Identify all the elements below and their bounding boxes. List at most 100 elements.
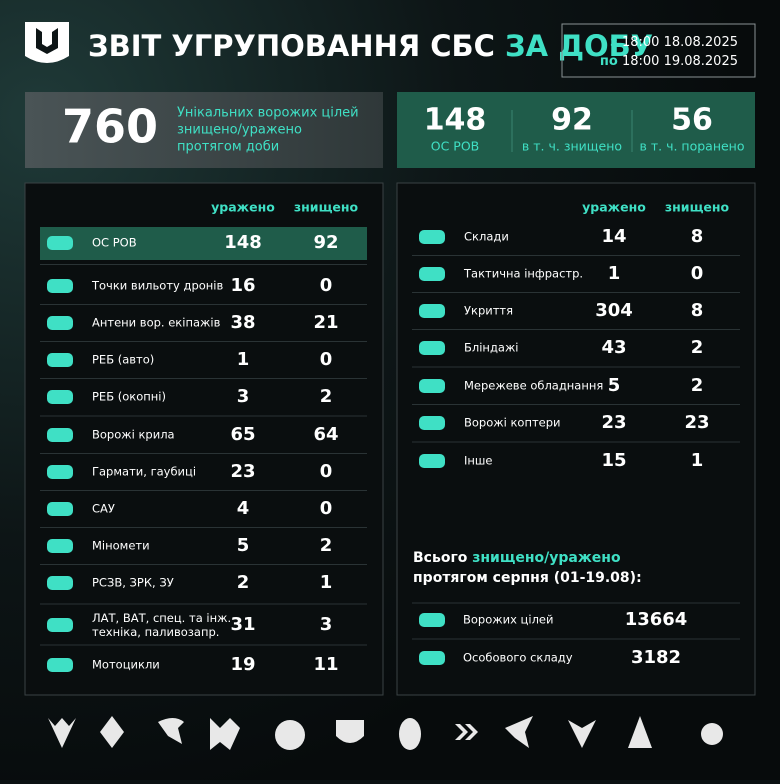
month-value: 13664: [625, 609, 688, 630]
destroyed-value: 21: [313, 312, 338, 333]
personnel-label: ОС РОВ: [431, 139, 480, 154]
hit-value: 31: [230, 614, 255, 635]
row-label: Укриття: [464, 304, 513, 318]
month-label: Ворожих цілей: [463, 613, 553, 627]
unit-logos: [48, 716, 723, 750]
row-icon: [47, 465, 73, 479]
column-header: знищено: [294, 200, 359, 215]
destroyed-value: 2: [691, 337, 704, 358]
row-icon: [47, 502, 73, 516]
hit-value: 2: [237, 572, 250, 593]
personnel-label: в т. ч. поранено: [640, 139, 745, 154]
total-text: знищено/уражено: [177, 123, 302, 138]
row-icon: [419, 341, 445, 355]
row-label: Інше: [464, 454, 493, 468]
row-icon: [47, 576, 73, 590]
month-title: протягом серпня (01-19.08):: [413, 570, 642, 586]
title: ЗВІТ УГРУПОВАННЯ СБС ЗА ДОБУ: [88, 29, 653, 63]
hit-value: 304: [595, 300, 633, 321]
hit-value: 16: [230, 275, 255, 296]
total-text: Унікальних ворожих цілей: [177, 106, 359, 121]
month-label: Особового складу: [463, 651, 573, 665]
destroyed-value: 64: [313, 424, 338, 445]
hit-value: 65: [230, 424, 255, 445]
row-icon: [419, 416, 445, 430]
row-icon: [419, 651, 445, 665]
left-panel: [24, 182, 384, 696]
row-icon: [47, 316, 73, 330]
hit-value: 1: [608, 263, 621, 284]
destroyed-value: 2: [320, 386, 333, 407]
destroyed-value: 23: [684, 412, 709, 433]
row-icon: [47, 279, 73, 293]
row-label: Ворожі коптери: [464, 416, 561, 430]
destroyed-value: 2: [320, 535, 333, 556]
row-icon: [47, 390, 73, 404]
personnel-value: 56: [671, 103, 713, 138]
row-label: Ворожі крила: [92, 428, 175, 442]
row-icon: [419, 379, 445, 393]
destroyed-value: 3: [320, 614, 333, 635]
month-title: Всього знищено/уражено: [413, 550, 621, 566]
destroyed-value: 2: [691, 375, 704, 396]
destroyed-value: 1: [691, 450, 704, 471]
right-panel: [396, 182, 756, 696]
destroyed-value: 8: [691, 300, 704, 321]
personnel-label: в т. ч. знищено: [522, 139, 622, 154]
destroyed-value: 11: [313, 654, 338, 675]
row-icon: [47, 618, 73, 632]
hit-value: 3: [237, 386, 250, 407]
row-icon: [47, 658, 73, 672]
row-label: Мережеве обладнання: [464, 379, 603, 393]
logo: [25, 22, 69, 63]
row-icon: [47, 428, 73, 442]
row-icon: [419, 304, 445, 318]
row-label: Гармати, гаубиці: [92, 465, 196, 479]
personnel-value: 148: [424, 103, 487, 138]
hit-value: 15: [601, 450, 626, 471]
row-label: Склади: [464, 230, 509, 244]
destroyed-value: 0: [320, 275, 333, 296]
column-header: уражено: [582, 200, 646, 215]
hit-value: 4: [237, 498, 250, 519]
period-from: з 18:00 18.08.2025: [610, 35, 738, 50]
row-icon: [47, 539, 73, 553]
hit-value: 1: [237, 349, 250, 370]
hit-value: 43: [601, 337, 626, 358]
row-icon: [419, 230, 445, 244]
row-label: РЕБ (авто): [92, 353, 154, 367]
hit-value: 5: [237, 535, 250, 556]
row-label: Міномети: [92, 539, 150, 553]
destroyed-value: 1: [320, 572, 333, 593]
hit-value: 14: [601, 226, 626, 247]
row-icon: [47, 353, 73, 367]
row-icon: [419, 267, 445, 281]
row-icon: [419, 454, 445, 468]
hit-value: 23: [601, 412, 626, 433]
personnel-value: 92: [551, 103, 593, 138]
destroyed-value: 0: [320, 461, 333, 482]
row-label: САУ: [92, 502, 115, 516]
destroyed-value: 8: [691, 226, 704, 247]
destroyed-value: 92: [313, 232, 338, 253]
row-label: Антени вор. екіпажів: [92, 316, 221, 330]
destroyed-value: 0: [320, 498, 333, 519]
row-label: Мотоцикли: [92, 658, 160, 672]
hit-value: 38: [230, 312, 255, 333]
row-label: ЛАТ, ВАТ, спец. та інж. техніка, паливоза…: [92, 611, 231, 639]
destroyed-value: 0: [320, 349, 333, 370]
row-icon: [419, 613, 445, 627]
period-to: по 18:00 19.08.2025: [600, 54, 738, 69]
summary-box: [25, 92, 383, 168]
row-label: ОС РОВ: [92, 236, 137, 250]
destroyed-value: 0: [691, 263, 704, 284]
column-header: знищено: [665, 200, 730, 215]
hit-value: 148: [224, 232, 262, 253]
total: 760: [62, 100, 158, 154]
row-label: Тактична інфрастр.: [463, 267, 583, 281]
column-header: уражено: [211, 200, 275, 215]
row-label: РЕБ (окопні): [92, 390, 166, 404]
row-icon: [47, 236, 73, 250]
hit-value: 19: [230, 654, 255, 675]
